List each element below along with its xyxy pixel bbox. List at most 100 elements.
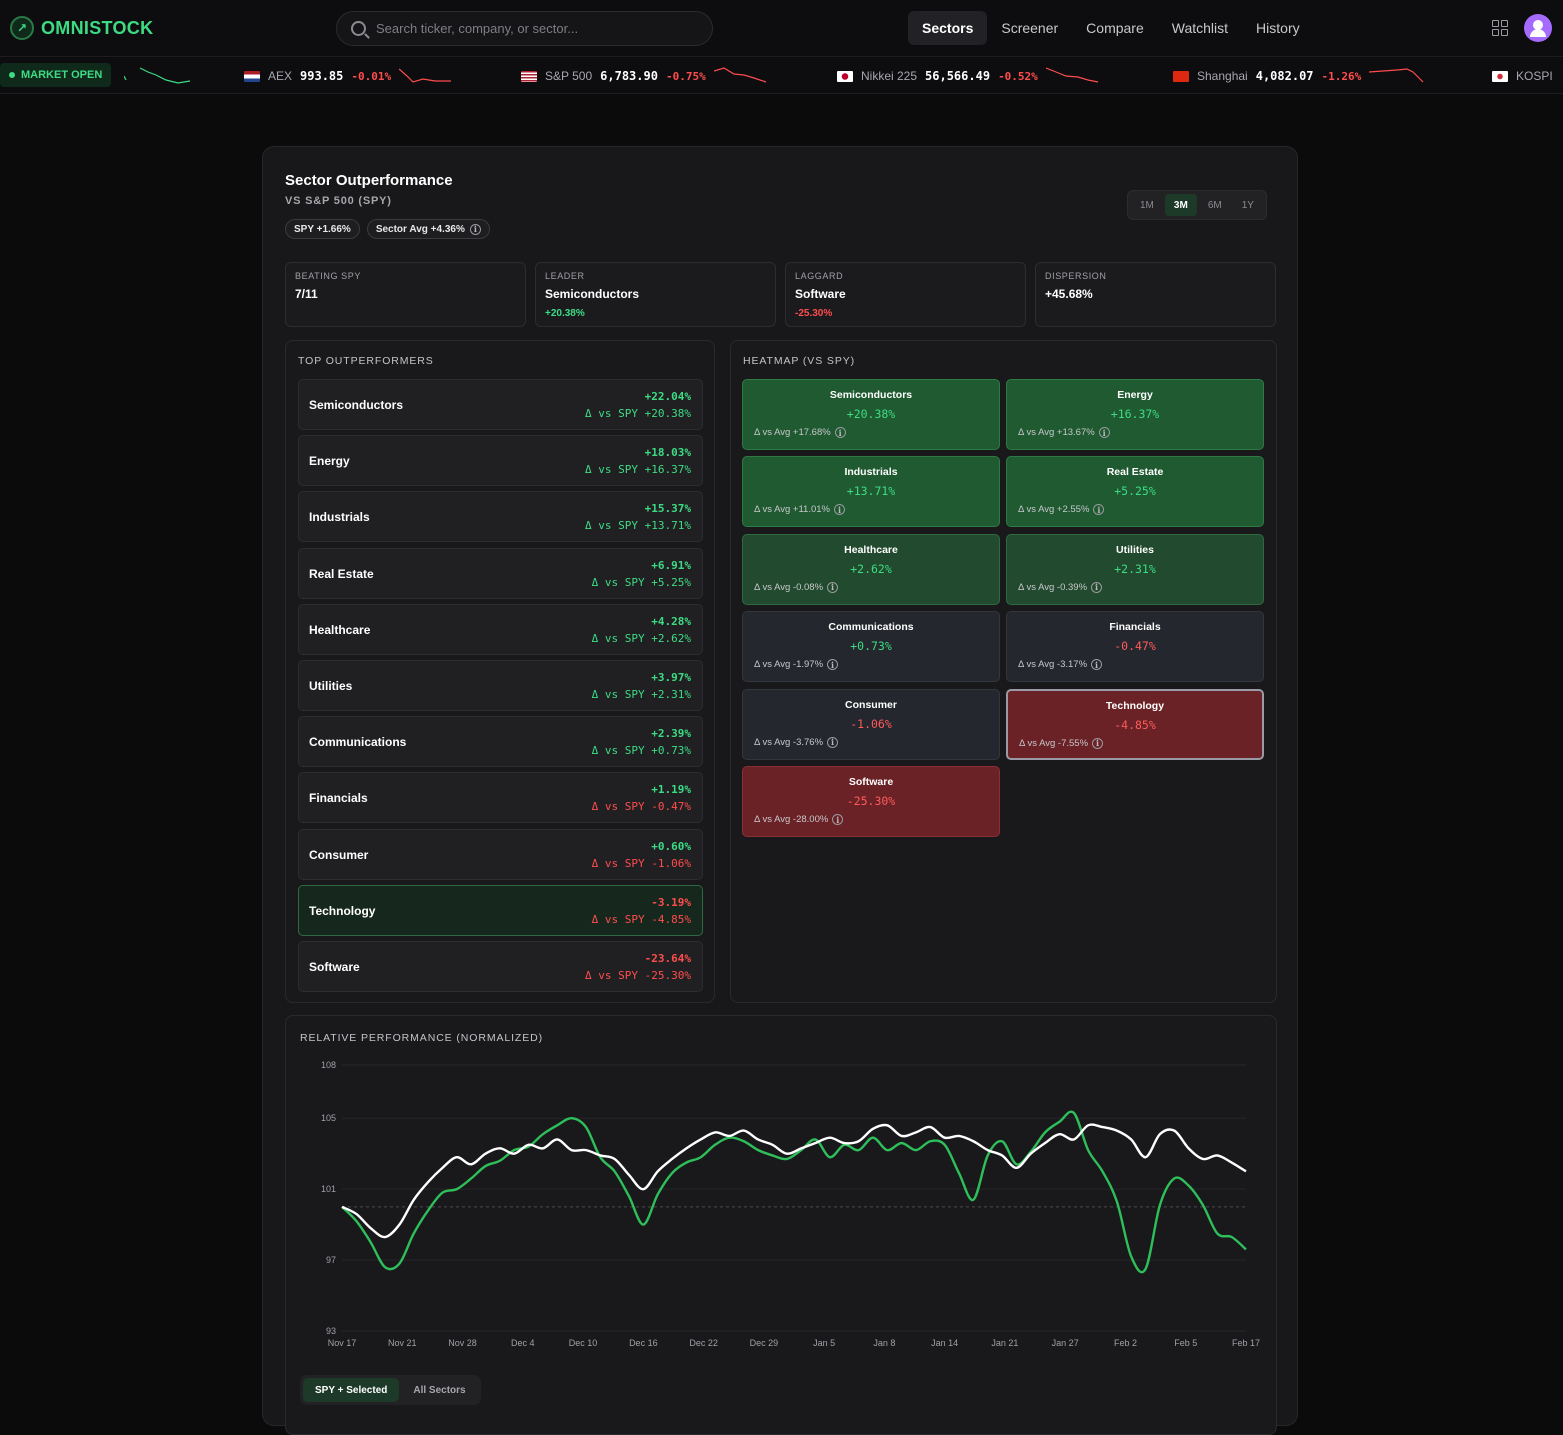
info-icon[interactable]: i (827, 736, 839, 748)
ticker-sparkline (124, 67, 191, 84)
outperformer-row[interactable]: Communications +2.39% Δ vs SPY +0.73% (298, 716, 703, 768)
heatmap-cell[interactable]: Energy +16.37% Δ vs Avg +13.67% i (1006, 379, 1264, 450)
toggle-spy-selected[interactable]: SPY + Selected (303, 1378, 400, 1402)
apps-grid-icon[interactable] (1492, 20, 1508, 36)
sector-return: +3.97% (651, 671, 691, 684)
heatmap-value: -4.85% (1114, 717, 1156, 732)
info-icon[interactable]: i (827, 581, 839, 593)
outperformer-row[interactable]: Energy +18.03% Δ vs SPY +16.37% (298, 435, 703, 487)
relative-performance-panel: RELATIVE PERFORMANCE (NORMALIZED) 108 105… (285, 1015, 1277, 1435)
heatmap-value: +16.37% (1110, 407, 1160, 421)
x-tick-label: Dec 4 (511, 1338, 535, 1348)
user-avatar[interactable] (1524, 14, 1552, 42)
sector-vs-spy: Δ vs SPY +2.62% (591, 631, 691, 645)
heatmap-cell[interactable]: Technology -4.85% Δ vs Avg -7.55% i (1006, 688, 1264, 760)
sector-vs-spy: Δ vs SPY -25.30% (585, 969, 691, 982)
card-subtitle: VS S&P 500 (SPY) (285, 195, 392, 207)
heatmap-value: -0.47% (1114, 639, 1156, 654)
tab-watchlist[interactable]: Watchlist (1171, 20, 1229, 36)
flag-kr-icon (1492, 70, 1508, 82)
heatmap-cell[interactable]: Financials -0.47% Δ vs Avg -3.17% i (1006, 611, 1264, 683)
card-title: Sector Outperformance (285, 172, 453, 189)
heatmap-sector-name: Software (848, 776, 894, 788)
heatmap-sector-name: Utilities (1116, 543, 1154, 556)
search-input[interactable] (376, 21, 696, 36)
top-outperformers-panel: TOP OUTPERFORMERS Semiconductors +22.04% Δ… (285, 340, 715, 1003)
info-icon[interactable]: i (1091, 581, 1103, 593)
info-icon[interactable]: i (1092, 737, 1104, 749)
sector-return: +15.37% (644, 502, 691, 516)
outperformer-row[interactable]: Industrials +15.37% Δ vs SPY +13.71% (298, 491, 703, 543)
sector-vs-spy: Δ vs SPY +5.25% (591, 575, 691, 589)
search-bar[interactable] (336, 11, 713, 46)
ticker-item-sp500[interactable]: S&P 500 6,783.90 -0.75% (521, 58, 768, 93)
ticker-item-kospi[interactable]: KOSPI (1492, 58, 1553, 93)
ticker-item-nikkei[interactable]: Nikkei 225 56,566.49 -0.52% (837, 58, 1100, 93)
x-tick-label: Jan 27 (1052, 1338, 1079, 1348)
info-icon[interactable]: i (1093, 504, 1105, 516)
sector-name: Industrials (309, 510, 370, 525)
outperformer-row[interactable]: Real Estate +6.91% Δ vs SPY +5.25% (298, 547, 703, 599)
ticker-sparkline (399, 68, 452, 83)
sector-avg-pill[interactable]: Sector Avg +4.36% i (366, 219, 490, 239)
heatmap-cell[interactable]: Industrials +13.71% Δ vs Avg +11.01% i (742, 456, 1000, 528)
sector-name: Real Estate (309, 566, 374, 581)
heatmap-sector-name: Consumer (845, 698, 897, 711)
sector-vs-spy: Δ vs SPY +0.73% (591, 744, 691, 758)
outperformer-row[interactable]: Semiconductors +22.04% Δ vs SPY +20.38% (298, 379, 703, 430)
heatmap-cell[interactable]: Software -25.30% Δ vs Avg -28.00% i (742, 766, 1000, 837)
heatmap-value: +20.38% (846, 407, 896, 421)
x-tick-label: Dec 29 (750, 1338, 779, 1348)
info-icon[interactable]: i (469, 223, 481, 235)
ticker-sparkline (713, 67, 766, 83)
tab-history[interactable]: History (1256, 20, 1300, 36)
logo[interactable]: ↗ OMNISTOCK (10, 16, 153, 40)
x-tick-label: Nov 28 (448, 1338, 477, 1348)
y-tick-label: 108 (321, 1060, 336, 1070)
range-1y[interactable]: 1Y (1241, 199, 1254, 211)
heatmap-cell[interactable]: Consumer -1.06% Δ vs Avg -3.76% i (742, 688, 1000, 760)
stat-dispersion: DISPERSION +45.68% (1035, 262, 1276, 327)
range-6m[interactable]: 6M (1207, 199, 1222, 211)
outperformer-row[interactable]: Healthcare +4.28% Δ vs SPY +2.62% (298, 603, 703, 655)
range-3m[interactable]: 3M (1164, 194, 1197, 216)
heatmap-sector-name: Financials (1109, 621, 1161, 634)
x-tick-label: Dec 10 (569, 1338, 598, 1348)
flag-us-icon (521, 70, 537, 82)
heatmap-value: +0.73% (850, 639, 892, 654)
heatmap-panel: HEATMAP (VS SPY) Semiconductors +20.38% Δ … (730, 340, 1277, 1003)
outperformer-row[interactable]: Software -23.64% Δ vs SPY -25.30% (298, 941, 703, 992)
info-icon[interactable]: i (1098, 427, 1110, 438)
heatmap-cell[interactable]: Real Estate +5.25% Δ vs Avg +2.55% i (1006, 456, 1264, 528)
info-icon[interactable]: i (834, 427, 846, 438)
outperformer-row[interactable]: Financials +1.19% Δ vs SPY -0.47% (298, 772, 703, 824)
heatmap-sector-name: Healthcare (844, 543, 898, 556)
sector-return: +6.91% (651, 558, 691, 572)
sector-name: Financials (309, 791, 368, 806)
sector-return: +4.28% (651, 614, 691, 628)
heatmap-value: +13.71% (846, 484, 896, 499)
chart-title: RELATIVE PERFORMANCE (NORMALIZED) (300, 1032, 544, 1044)
outperformer-row[interactable]: Technology -3.19% Δ vs SPY -4.85% (298, 884, 703, 936)
sector-vs-spy: Δ vs SPY -0.47% (591, 800, 691, 814)
outperformer-row[interactable]: Utilities +3.97% Δ vs SPY +2.31% (298, 660, 703, 711)
toggle-all-sectors[interactable]: All Sectors (413, 1384, 466, 1396)
heatmap-cell[interactable]: Utilities +2.31% Δ vs Avg -0.39% i (1006, 533, 1264, 605)
range-1m[interactable]: 1M (1140, 199, 1154, 211)
ticker-item-aex[interactable]: AEX 993.85 -0.01% (244, 58, 453, 93)
tab-screener[interactable]: Screener (1001, 20, 1059, 36)
heatmap-cell[interactable]: Healthcare +2.62% Δ vs Avg -0.08% i (742, 533, 1000, 605)
info-icon[interactable]: i (827, 659, 839, 671)
sector-return: -23.64% (644, 952, 691, 965)
info-icon[interactable]: i (833, 504, 845, 516)
heatmap-cell[interactable]: Communications +0.73% Δ vs Avg -1.97% i (742, 611, 1000, 683)
info-icon[interactable]: i (832, 814, 844, 825)
heatmap-cell[interactable]: Semiconductors +20.38% Δ vs Avg +17.68% i (742, 379, 1000, 450)
tab-compare[interactable]: Compare (1086, 20, 1144, 36)
info-icon[interactable]: i (1091, 659, 1103, 671)
tab-sectors[interactable]: Sectors (908, 11, 988, 45)
time-range-selector: 1M 3M 6M 1Y (1127, 190, 1267, 220)
outperformer-row[interactable]: Consumer +0.60% Δ vs SPY -1.06% (298, 828, 703, 880)
ticker-item-shanghai[interactable]: Shanghai 4,082.07 -1.26% (1173, 58, 1425, 93)
heatmap-vs-avg: Δ vs Avg -3.17% i (1018, 659, 1103, 671)
